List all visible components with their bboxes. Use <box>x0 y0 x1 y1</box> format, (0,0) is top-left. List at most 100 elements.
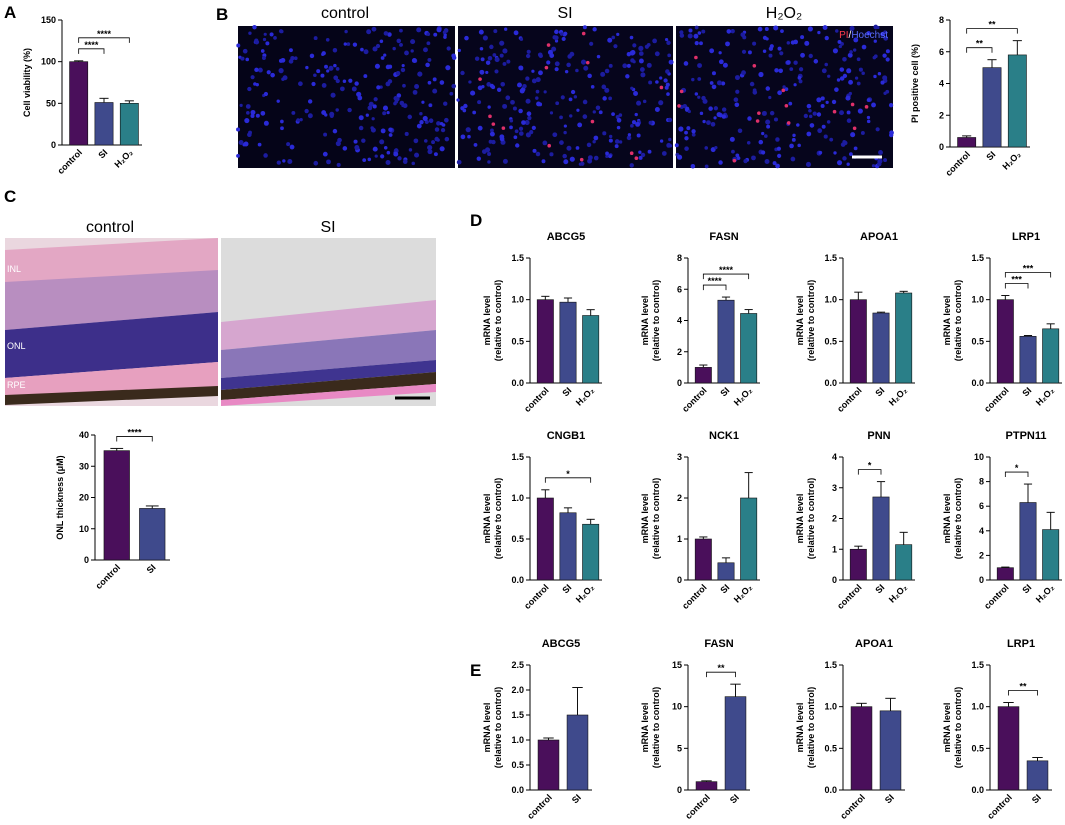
nucleus <box>368 101 374 107</box>
nucleus <box>847 52 853 58</box>
nucleus <box>397 156 402 161</box>
nucleus <box>325 37 330 42</box>
nucleus <box>873 54 878 59</box>
nucleus <box>678 126 684 132</box>
nucleus <box>387 79 393 84</box>
nucleus <box>611 112 615 116</box>
nucleus <box>731 149 735 154</box>
nucleus <box>440 127 446 133</box>
nucleus <box>694 41 699 46</box>
nucleus <box>477 125 483 131</box>
stain-pi: PI <box>839 30 848 41</box>
nucleus <box>667 53 672 58</box>
y-axis-label: (relative to control) <box>806 280 816 362</box>
nucleus <box>396 93 402 98</box>
nucleus <box>387 32 392 37</box>
nucleus <box>366 29 372 35</box>
nucleus <box>353 139 358 144</box>
nucleus <box>638 51 644 56</box>
nucleus <box>846 162 850 166</box>
nucleus <box>535 151 541 157</box>
nucleus <box>592 110 596 114</box>
bar <box>740 313 758 384</box>
nucleus <box>713 106 719 111</box>
y-tick-label: 3 <box>832 483 837 493</box>
nucleus <box>515 143 520 148</box>
nucleus <box>798 67 804 72</box>
nucleus <box>777 90 782 96</box>
nucleus <box>562 33 567 37</box>
nucleus <box>407 114 413 120</box>
pi-cell <box>755 119 760 123</box>
nucleus <box>634 112 638 117</box>
nucleus <box>474 56 480 61</box>
nucleus <box>402 159 408 164</box>
nucleus <box>817 128 823 134</box>
nucleus <box>772 161 777 166</box>
bar <box>957 137 977 148</box>
nucleus <box>321 52 325 56</box>
bar <box>997 706 1020 791</box>
nucleus <box>601 84 607 90</box>
nucleus <box>333 63 337 68</box>
nucleus <box>773 25 779 31</box>
pi-cell <box>590 119 595 124</box>
y-tick-label: 1.5 <box>824 253 837 263</box>
nucleus <box>654 106 660 112</box>
y-tick-label: 1.0 <box>511 735 524 745</box>
nucleus <box>439 122 444 126</box>
nucleus <box>630 124 634 128</box>
nucleus <box>439 80 445 85</box>
nucleus <box>806 103 812 109</box>
nucleus <box>504 27 508 31</box>
bar <box>1042 529 1060 581</box>
nucleus <box>363 49 369 55</box>
nucleus <box>684 146 689 151</box>
nucleus <box>427 144 433 151</box>
nucleus <box>344 29 348 34</box>
nucleus <box>590 85 595 89</box>
nucleus <box>694 25 699 30</box>
significance-label: * <box>566 469 570 479</box>
pi-cell <box>501 126 506 130</box>
bar <box>717 299 735 384</box>
nucleus <box>630 86 634 90</box>
y-axis-label: (relative to control) <box>953 478 963 560</box>
nucleus <box>592 140 596 144</box>
bar <box>849 548 867 581</box>
pi-cell <box>694 55 698 60</box>
nucleus <box>761 110 767 116</box>
significance-label: **** <box>84 40 99 50</box>
nucleus <box>779 51 784 56</box>
nucleus <box>410 39 416 45</box>
nucleus <box>326 159 331 165</box>
nucleus <box>842 139 847 144</box>
nucleus <box>883 30 887 35</box>
nucleus <box>506 59 511 64</box>
nucleus <box>456 159 462 165</box>
image-control <box>238 26 455 168</box>
nucleus <box>839 76 845 81</box>
nucleus <box>400 67 406 73</box>
nucleus <box>774 68 779 73</box>
nucleus <box>280 119 284 124</box>
bar <box>895 544 913 581</box>
nucleus <box>323 132 328 137</box>
bar <box>582 523 600 581</box>
nucleus <box>733 97 739 103</box>
nucleus <box>611 35 616 40</box>
nucleus <box>622 63 628 69</box>
y-tick-label: 8 <box>979 477 984 487</box>
nucleus <box>607 37 613 43</box>
bar <box>717 562 735 581</box>
nucleus <box>808 108 812 113</box>
nucleus <box>838 44 842 49</box>
nucleus <box>614 144 619 149</box>
nucleus <box>265 41 270 46</box>
nucleus <box>638 150 642 154</box>
nucleus <box>411 161 416 166</box>
nucleus <box>769 110 775 116</box>
nucleus <box>785 60 791 65</box>
y-tick-label: 0.5 <box>511 534 524 544</box>
